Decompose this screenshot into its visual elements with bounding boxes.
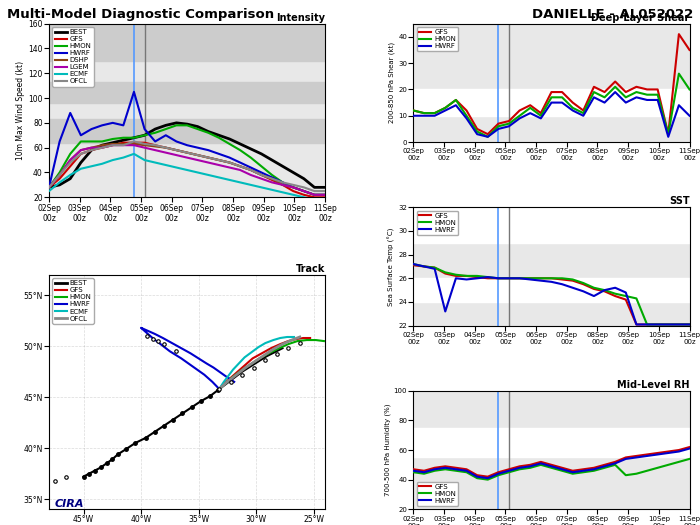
Text: Track: Track [295,264,325,274]
Bar [49,82,325,103]
Y-axis label: 200-850 hPa Shear (kt): 200-850 hPa Shear (kt) [389,43,396,123]
Y-axis label: Sea Surface Temp (°C): Sea Surface Temp (°C) [389,227,396,306]
Text: Deep-Layer Shear: Deep-Layer Shear [592,13,690,23]
Legend: GFS, HMON, HWRF: GFS, HMON, HWRF [417,27,458,51]
Y-axis label: 10m Max Wind Speed (kt): 10m Max Wind Speed (kt) [17,61,25,160]
Text: Multi-Model Diagnostic Comparison: Multi-Model Diagnostic Comparison [7,8,274,21]
Text: Mid-Level RH: Mid-Level RH [617,380,690,390]
Text: SST: SST [669,196,690,206]
Bar [414,207,690,243]
Bar [414,89,690,116]
Text: Intensity: Intensity [276,13,325,23]
Legend: GFS, HMON, HWRF: GFS, HMON, HWRF [417,481,458,506]
Legend: BEST, GFS, HMON, HWRF, DSHP, LGEM, ECMF, OFCL: BEST, GFS, HMON, HWRF, DSHP, LGEM, ECMF,… [52,27,94,87]
Bar [414,278,690,302]
Legend: GFS, HMON, HWRF: GFS, HMON, HWRF [417,211,458,235]
Text: DANIELLE - AL052022: DANIELLE - AL052022 [532,8,693,21]
Y-axis label: 700-500 hPa Humidity (%): 700-500 hPa Humidity (%) [384,404,391,496]
Legend: BEST, GFS, HMON, HWRF, ECMF, OFCL: BEST, GFS, HMON, HWRF, ECMF, OFCL [52,278,94,324]
Bar [414,428,690,457]
Text: CIRA: CIRA [55,499,84,509]
Bar [49,24,325,61]
Bar [49,119,325,143]
